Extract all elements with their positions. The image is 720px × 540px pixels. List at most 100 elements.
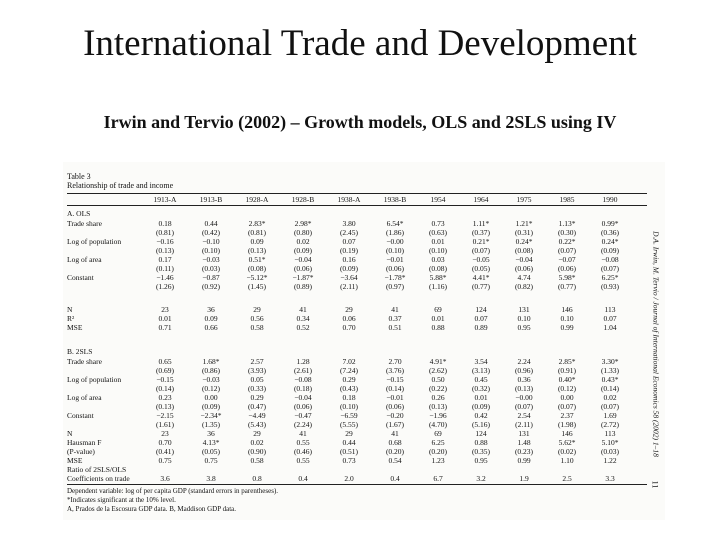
row-label: N (67, 429, 73, 438)
table-cell: (1.61) (155, 420, 175, 429)
table-cell: 0.99 (517, 456, 531, 465)
table-cell: (5.43) (247, 420, 267, 429)
table-cell: 0.29 (250, 393, 264, 402)
row-label: Trade share (67, 219, 102, 228)
table-row: (1.26) (0.92) (1.45) (0.89) (2.11) (0.97) (1.1… (67, 282, 653, 291)
table-cell: (0.36) (600, 228, 620, 237)
table-cell: 0.02 (296, 237, 310, 246)
table-cell: (0.77) (471, 282, 491, 291)
table-cell: 0.95 (517, 323, 531, 332)
table-cell: (0.12) (557, 384, 577, 393)
table-cell: (0.06) (293, 264, 313, 273)
page-number: 11 (650, 480, 660, 489)
table-cell: (0.14) (155, 384, 175, 393)
table-cell: 0.07 (474, 314, 488, 323)
table-cell: (0.42) (201, 228, 221, 237)
table-cell: −0.03 (202, 375, 220, 384)
slide-subtitle: Irwin and Tervio (2002) – Growth models,… (103, 112, 617, 132)
table-cell: (2.24) (293, 420, 313, 429)
table-row: Hausman F 0.70 4.13* 0.02 0.55 0.44 0.68 6.25 0.… (67, 438, 653, 447)
table-cell: −0.07 (558, 255, 576, 264)
table-cell: −0.03 (202, 255, 220, 264)
table-cell: −1.87* (292, 273, 314, 282)
table-row: MSE 0.71 0.66 0.58 0.52 0.70 0.51 0.88 0.89 0.95 0… (67, 323, 653, 332)
table-cell: 2.57 (250, 357, 264, 366)
table-cell: −0.08 (294, 375, 312, 384)
table-row: (1.61) (1.35) (5.43) (2.24) (5.55) (1.67) (4.7… (67, 420, 653, 429)
table-cell: 1.13* (558, 219, 576, 228)
table-cell: −0.00 (386, 237, 404, 246)
table-cell: (0.97) (385, 282, 405, 291)
column-header: 1938-A (337, 195, 361, 204)
table-cell: 0.21* (472, 237, 490, 246)
table-cell: (0.37) (471, 228, 491, 237)
table-cell: 0.29 (342, 375, 356, 384)
table-cell: 0.00 (204, 393, 218, 402)
table-cell: 0.55 (296, 456, 310, 465)
table-cell: 0.00 (560, 393, 574, 402)
table-cell: −1.78* (384, 273, 406, 282)
table-cell: (0.13) (155, 402, 175, 411)
table-cell: 0.75 (204, 456, 218, 465)
table-cell: −1.96 (429, 411, 447, 420)
table-cell: 36 (207, 429, 215, 438)
table-cell: 0.09 (250, 237, 264, 246)
table-cell: (0.93) (600, 282, 620, 291)
table-cell: (0.92) (201, 282, 221, 291)
table-cell: (0.81) (155, 228, 175, 237)
section-2sls-label: B. 2SLS (67, 347, 93, 356)
table-cell: 0.54 (388, 456, 402, 465)
table-cell: (0.07) (514, 402, 534, 411)
table-cell: (0.09) (471, 402, 491, 411)
table-cell: (0.06) (514, 264, 534, 273)
table-cell: (0.69) (155, 366, 175, 375)
table-cell: (0.20) (385, 447, 405, 456)
table-cell: 0.42 (474, 411, 488, 420)
table-row: Trade share 0.65 1.68* 2.57 1.28 7.02 2.70 4.91… (67, 357, 653, 366)
table-cell: 0.55 (296, 438, 310, 447)
table-cell: (0.81) (247, 228, 267, 237)
table-cell: (0.13) (247, 246, 267, 255)
table-cell: 0.88 (431, 323, 445, 332)
column-header: 1990 (602, 195, 618, 204)
table-cell: (0.31) (514, 228, 534, 237)
table-cell: −0.20 (386, 411, 404, 420)
table-cell: 3.3 (605, 474, 615, 483)
table-row: Log of area 0.23 0.00 0.29 −0.04 0.18 −0.01 0.2… (67, 393, 653, 402)
table-cell: 0.70 (158, 438, 172, 447)
column-header: 1913-A (153, 195, 177, 204)
table-cell: 0.23 (158, 393, 172, 402)
table-cell: 0.68 (388, 438, 402, 447)
table-cell: (0.09) (600, 246, 620, 255)
table-cell: −0.10 (202, 237, 220, 246)
table-cell: (0.80) (293, 228, 313, 237)
table-cell: 0.44 (342, 438, 356, 447)
table-cell: (0.09) (293, 246, 313, 255)
table-cell: (0.10) (201, 246, 221, 255)
column-header: 1928-B (291, 195, 315, 204)
table-cell: 0.16 (342, 255, 356, 264)
journal-citation-text: D.A. Irwin, M. Tervio / Journal of Inter… (651, 231, 661, 457)
table-cell: −0.04 (294, 393, 312, 402)
table-cell: −2.15 (156, 411, 174, 420)
table-row: (0.14) (0.12) (0.33) (0.18) (0.43) (0.14) (0.2… (67, 384, 653, 393)
table-cell: 0.34 (296, 314, 310, 323)
row-label: Trade share (67, 357, 102, 366)
table-cell: (0.86) (201, 366, 221, 375)
table-cell: (0.07) (600, 402, 620, 411)
table-cell: 6.25* (601, 273, 619, 282)
row-label: MSE (67, 456, 83, 465)
table-cell: (0.03) (201, 264, 221, 273)
table-cell: (0.13) (514, 384, 534, 393)
table-cell: 0.43* (601, 375, 619, 384)
row-label: R² (67, 314, 75, 323)
table-cell: 0.02 (250, 438, 264, 447)
table-cell: 1.69 (603, 411, 617, 420)
table-cell: (0.14) (385, 384, 405, 393)
table-cell: (3.13) (471, 366, 491, 375)
table-cell: 2.83* (248, 219, 266, 228)
table-cell: 1.9 (519, 474, 529, 483)
table-cell: (0.77) (557, 282, 577, 291)
row-label: Constant (67, 273, 94, 282)
table-cell: (0.96) (514, 366, 534, 375)
